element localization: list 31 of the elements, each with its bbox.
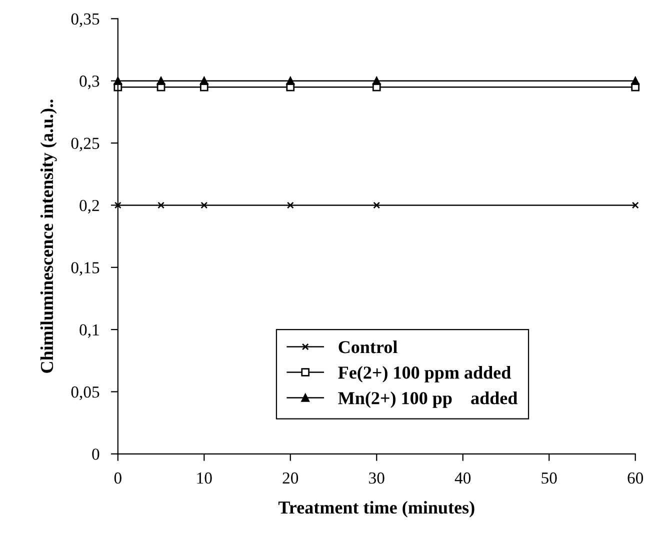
y-tick-label: 0,05 (71, 386, 100, 400)
y-tick-label: 0,2 (80, 200, 99, 214)
x-tick-label: 10 (197, 472, 212, 484)
y-tick-label: 0 (92, 448, 100, 460)
point (632, 202, 639, 209)
y-tick-label: 0,15 (71, 262, 100, 276)
y-tick-label: 0,25 (71, 138, 100, 152)
point (631, 76, 640, 86)
legend-label: Mn(2+) 100 pp added (338, 392, 518, 408)
x-tick-label: 20 (282, 472, 298, 484)
point (286, 202, 294, 209)
point (373, 202, 380, 209)
legend-label: Fe(2+) 100 ppm added (338, 366, 511, 382)
y-tick-label: 0,3 (80, 76, 100, 90)
y-axis-title: Chimiluminescence intensity (a.u.).. (40, 100, 57, 373)
x-tick-label: 50 (542, 472, 557, 484)
legend-label: Control (338, 340, 398, 354)
point (286, 76, 295, 86)
x-tick-label: 60 (628, 472, 644, 484)
point (372, 76, 381, 86)
point (200, 202, 208, 209)
y-tick-label: 0,35 (71, 13, 100, 28)
point (158, 202, 164, 209)
x-tick-label: 40 (454, 472, 471, 484)
point (200, 76, 208, 86)
x-tick-label: 0 (114, 472, 122, 484)
x-tick-label: 30 (369, 472, 384, 484)
point (114, 202, 122, 209)
x-axis-title: Treatment time (minutes) (278, 500, 474, 518)
y-tick-label: 0,1 (80, 324, 99, 338)
point (156, 76, 166, 86)
